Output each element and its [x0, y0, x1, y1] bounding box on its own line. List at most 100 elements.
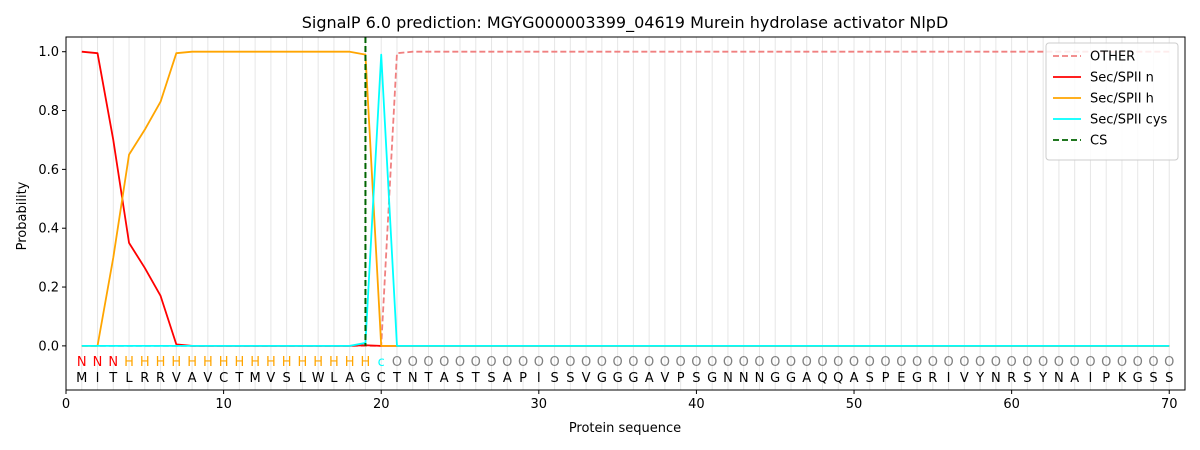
- region-label: O: [1085, 355, 1095, 370]
- residue-letter: S: [1165, 371, 1173, 386]
- y-tick-label: 0.4: [38, 222, 59, 237]
- y-tick-label: 1.0: [38, 45, 59, 60]
- region-label: O: [849, 355, 859, 370]
- region-label: H: [140, 355, 150, 370]
- residue-letter: A: [802, 371, 811, 386]
- x-tick-label: 40: [688, 397, 705, 412]
- x-axis-label: Protein sequence: [569, 421, 681, 436]
- residue-letter: G: [912, 371, 922, 386]
- region-label: O: [928, 355, 938, 370]
- region-label: H: [187, 355, 197, 370]
- residue-letter: G: [786, 371, 796, 386]
- residue-letter: G: [613, 371, 623, 386]
- region-label: H: [266, 355, 276, 370]
- residue-letter: I: [537, 371, 541, 386]
- residue-letter: G: [707, 371, 717, 386]
- region-label: O: [549, 355, 559, 370]
- residue-letter: V: [172, 371, 181, 386]
- residue-letter: C: [377, 371, 386, 386]
- region-label: O: [739, 355, 749, 370]
- residue-letter: S: [566, 371, 574, 386]
- residue-letter: K: [1118, 371, 1127, 386]
- residue-letter: S: [692, 371, 700, 386]
- region-label: O: [817, 355, 827, 370]
- legend-label: CS: [1090, 134, 1107, 149]
- region-label: O: [802, 355, 812, 370]
- region-label: H: [156, 355, 166, 370]
- region-label: O: [660, 355, 670, 370]
- region-label: O: [1101, 355, 1111, 370]
- region-label: O: [959, 355, 969, 370]
- residue-letter: P: [882, 371, 890, 386]
- residue-letter: A: [503, 371, 512, 386]
- legend: OTHER Sec/SPII n Sec/SPII h Sec/SPII cys CS: [1045, 42, 1179, 161]
- residue-letter: W: [312, 371, 325, 386]
- residue-letter: T: [108, 371, 117, 386]
- region-label: H: [250, 355, 260, 370]
- residue-letter: G: [628, 371, 638, 386]
- region-label: H: [361, 355, 371, 370]
- residue-letter: T: [392, 371, 401, 386]
- x-tick-label: 50: [846, 397, 863, 412]
- residue-letter: G: [360, 371, 370, 386]
- region-label: N: [77, 355, 87, 370]
- residue-letter: L: [330, 371, 338, 386]
- region-label: O: [943, 355, 953, 370]
- region-label: O: [1148, 355, 1158, 370]
- region-label: O: [723, 355, 733, 370]
- region-label: O: [880, 355, 890, 370]
- residue-letter: S: [456, 371, 464, 386]
- chart-title: SignalP 6.0 prediction: MGYG000003399_04…: [302, 13, 949, 33]
- residue-letter: R: [1007, 371, 1016, 386]
- x-tick-label: 20: [373, 397, 390, 412]
- residue-letter: S: [487, 371, 495, 386]
- region-label: H: [124, 355, 134, 370]
- residue-letter: M: [250, 371, 261, 386]
- region-label: O: [975, 355, 985, 370]
- y-tick-label: 0.8: [38, 104, 59, 119]
- series-line-sec-spii-cys: [81, 53, 1170, 347]
- residue-letter: N: [739, 371, 749, 386]
- residue-letter: G: [597, 371, 607, 386]
- residue-letter: N: [723, 371, 733, 386]
- residue-letter: A: [345, 371, 354, 386]
- residue-letter: S: [550, 371, 558, 386]
- legend-label: Sec/SPII h: [1090, 92, 1154, 107]
- legend-label: Sec/SPII n: [1090, 71, 1154, 86]
- residue-letter: C: [219, 371, 228, 386]
- region-label: O: [833, 355, 843, 370]
- residue-letter: N: [755, 371, 765, 386]
- residue-letter: S: [1149, 371, 1157, 386]
- residue-letter: L: [125, 371, 133, 386]
- residue-letter: N: [991, 371, 1001, 386]
- residue-letter: A: [440, 371, 449, 386]
- residue-letter: R: [156, 371, 165, 386]
- residue-letter: Y: [1038, 371, 1047, 386]
- x-tick-label: 0: [62, 397, 70, 412]
- region-label: O: [754, 355, 764, 370]
- residue-letter: V: [660, 371, 669, 386]
- region-label: O: [786, 355, 796, 370]
- residue-letter: A: [850, 371, 859, 386]
- residue-letter: I: [947, 371, 951, 386]
- residue-letter: G: [1133, 371, 1143, 386]
- residue-letter: V: [266, 371, 275, 386]
- residue-letter: E: [897, 371, 905, 386]
- region-label: O: [676, 355, 686, 370]
- region-label: H: [282, 355, 292, 370]
- x-tick-label: 30: [531, 397, 548, 412]
- residue-letter: T: [471, 371, 480, 386]
- residue-letter: P: [519, 371, 527, 386]
- residue-letter: S: [283, 371, 291, 386]
- sequence-labels: NMNINTHLHRHRHVHAHVHCHTHMHVHSHLHWHLHAHGcC…: [76, 355, 1174, 386]
- region-label: O: [770, 355, 780, 370]
- region-label: H: [298, 355, 308, 370]
- plot-series: [81, 37, 1170, 347]
- region-label: O: [991, 355, 1001, 370]
- residue-letter: S: [1023, 371, 1031, 386]
- region-label: O: [408, 355, 418, 370]
- region-label: O: [896, 355, 906, 370]
- region-label: O: [912, 355, 922, 370]
- region-label: O: [597, 355, 607, 370]
